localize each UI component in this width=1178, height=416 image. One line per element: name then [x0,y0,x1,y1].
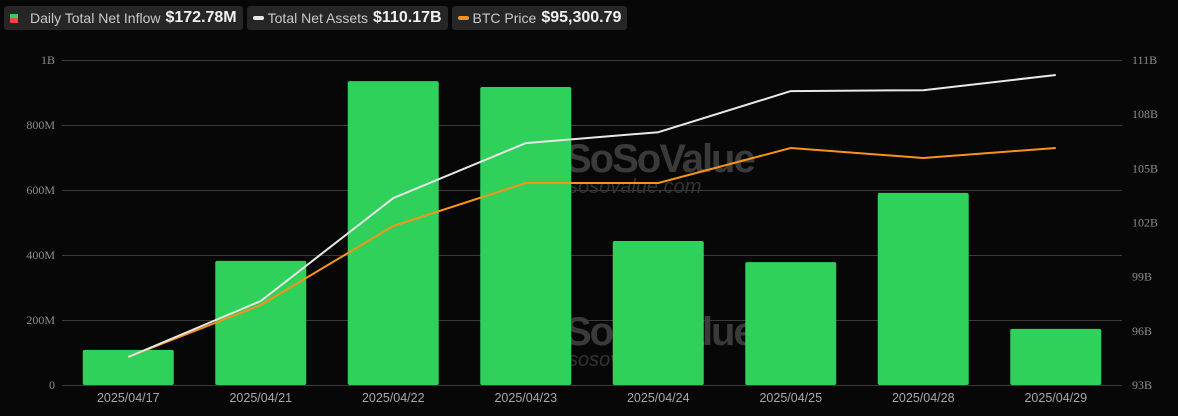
right-axis-tick: 102B [1132,216,1158,230]
right-axis-tick: 111B [1132,53,1157,67]
inflow-bars [82,81,1102,385]
x-axis-tick: 2025/04/21 [229,391,292,405]
right-axis-tick: 93B [1132,378,1152,392]
right-axis-labels: 93B 96B 99B 102B 105B 108B 111B [1132,53,1158,392]
left-axis-tick: 400M [26,248,55,262]
legend: Daily Total Net Inflow $172.78M Total Ne… [4,6,628,30]
left-axis-tick: 1B [41,53,55,67]
white-line-swatch-icon [252,16,264,20]
inflow-bar[interactable] [480,86,572,385]
inflow-bar[interactable] [745,262,837,385]
legend-inflow-label: Daily Total Net Inflow [30,10,161,26]
orange-line-swatch-icon [457,16,469,20]
x-axis-tick: 2025/04/24 [627,391,690,405]
x-axis-tick: 2025/04/29 [1024,391,1087,405]
inflow-bar[interactable] [82,349,174,385]
inflow-bar[interactable] [612,241,704,385]
inflow-bar[interactable] [1010,328,1102,385]
right-axis-tick: 96B [1132,324,1152,338]
left-axis-tick: 600M [26,183,55,197]
watermark-brand: SoSoValue [565,137,754,181]
line-series [127,74,1056,358]
right-axis-tick: 99B [1132,270,1152,284]
left-axis-labels: 0 200M 400M 600M 800M 1B [26,53,55,392]
inflow-bar[interactable] [347,81,439,385]
x-axis-labels: 2025/04/17 2025/04/21 2025/04/22 2025/04/23… [97,391,1087,405]
x-axis-tick: 2025/04/28 [892,391,955,405]
right-axis-tick: 105B [1132,161,1158,175]
legend-item-inflow[interactable]: Daily Total Net Inflow $172.78M [4,6,243,30]
x-axis-tick: 2025/04/17 [97,391,160,405]
btc-price-line[interactable] [127,147,1056,358]
left-axis-tick: 0 [49,378,55,392]
x-axis-tick: 2025/04/22 [362,391,425,405]
inflow-bar[interactable] [215,260,307,385]
left-axis-tick: 800M [26,118,55,132]
legend-btc-value: $95,300.79 [541,9,622,26]
legend-item-assets[interactable]: Total Net Assets $110.17B [246,6,448,30]
legend-assets-label: Total Net Assets [267,10,369,26]
right-axis-tick: 108B [1132,107,1158,121]
legend-inflow-value: $172.78M [165,9,237,26]
legend-assets-value: $110.17B [373,9,442,26]
x-axis-tick: 2025/04/23 [494,391,557,405]
green-red-bar-swatch-icon [10,13,18,23]
x-axis-tick: 2025/04/25 [759,391,822,405]
total-net-assets-line[interactable] [127,74,1056,358]
left-axis-tick: 200M [26,313,55,327]
watermark-url: sosovalue.com [568,176,701,198]
inflow-bar[interactable] [877,192,969,385]
legend-btc-label: BTC Price [472,10,537,26]
legend-item-btc[interactable]: BTC Price $95,300.79 [451,6,628,30]
